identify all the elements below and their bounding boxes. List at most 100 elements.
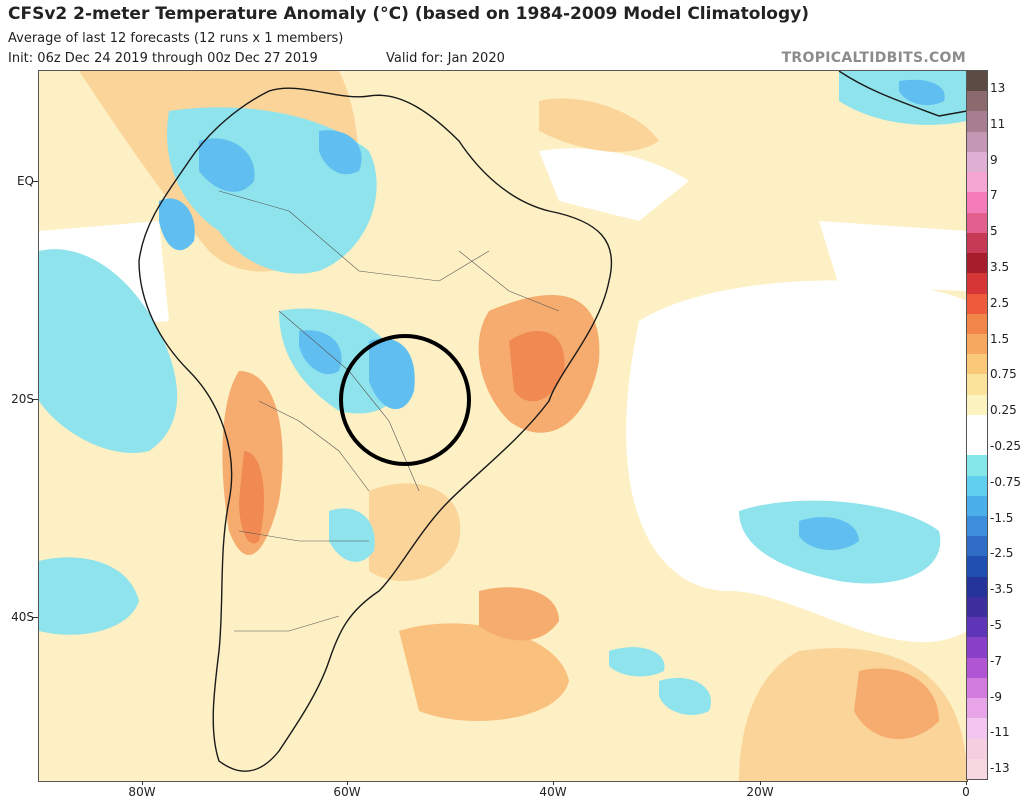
cool-core-amazon-west [199,138,255,192]
colorbar-swatch [967,435,987,456]
cool-core-amazon-east [319,130,362,175]
colorbar-label: -7 [990,653,1002,668]
warm-core-andes [239,451,264,544]
colorbar-swatch [967,354,987,375]
colorbar-swatch [967,677,987,699]
init-time-label: Init: 06z Dec 24 2019 through 00z Dec 27… [8,51,318,66]
colorbar-label: -0.25 [990,439,1022,453]
colorbar-swatch [967,273,987,294]
colorbar-swatch [967,253,987,274]
neutral-area-east [819,221,967,291]
colorbar-swatch [967,212,987,234]
colorbar-label: -1.5 [990,510,1014,525]
colorbar-swatch [967,576,987,598]
warm-spot-south-atlantic [479,587,559,641]
cool-core-bolivia [299,330,342,375]
colorbar-label: -13 [990,761,1010,776]
colorbar-swatch [967,111,987,133]
colorbar-swatch [967,455,987,477]
colorbar-swatch [967,232,987,254]
colorbar-label: 7 [990,188,998,203]
cool-core-south-atlantic [799,517,859,551]
warm-patch-south-atlantic [399,623,569,721]
colorbar-swatch [967,172,987,193]
lon-tick-60w [347,781,348,785]
colorbar-swatch [967,313,987,335]
warm-patch-south-brazil [369,483,461,581]
colorbar-label: 5 [990,224,998,239]
colorbar-swatch [967,637,987,659]
colorbar-swatch [967,556,987,578]
lat-label-40s: 40S [11,610,34,624]
colorbar-swatch [967,536,987,557]
valid-time-label: Valid for: Jan 2020 [386,51,505,66]
colorbar-swatch [967,414,987,436]
colorbar-label: -11 [990,725,1010,740]
highlight-circle [339,334,471,466]
lat-label-eq: EQ [16,174,34,188]
border-line-north [218,190,490,282]
border-line-south [238,530,369,542]
warm-spot-southeast [854,668,939,740]
map-canvas [39,71,967,781]
colorbar-swatch [967,698,987,719]
lon-label-0: 0 [962,785,970,799]
colorbar-label: -3.5 [990,582,1014,597]
border-line-central [278,310,420,492]
lon-label-80w: 80W [128,785,156,799]
warm-patch-north-atlantic [539,98,659,152]
anomaly-map[interactable] [38,70,968,782]
cool-core-west-africa [899,79,945,106]
colorbar-label: 1.5 [990,331,1010,346]
lat-tick-40s [33,617,38,618]
africa-coastline [838,71,967,117]
lon-tick-0 [966,781,967,785]
colorbar-swatch [967,495,987,517]
cool-core-peru [159,198,195,251]
colorbar-label: -0.75 [990,474,1022,489]
colorbar-swatch [967,151,987,173]
colorbar-swatch [967,758,987,780]
colorbar-swatch [967,192,987,214]
colorbar-label: 3.5 [990,260,1010,274]
colorbar [966,70,988,780]
lon-label-60w: 60W [333,785,361,799]
colorbar-swatch [967,738,987,760]
colorbar-label: 2.5 [990,295,1010,310]
border-line-patagonia [234,615,340,632]
cool-core-mato-grosso [369,338,415,410]
colorbar-swatch [967,71,987,92]
border-line-bolivia [258,400,370,492]
colorbar-swatch [967,475,987,497]
chart-subtitle: Average of last 12 forecasts (12 runs x … [8,31,344,46]
colorbar-swatch [967,596,987,618]
colorbar-swatch [967,516,987,537]
chart-title: CFSv2 2-meter Temperature Anomaly (°C) (… [8,4,809,24]
colorbar-label: 13 [990,81,1006,95]
colorbar-label: 11 [990,116,1006,131]
cool-area-pampas [329,508,375,562]
colorbar-swatch [967,91,987,112]
lon-tick-80w [142,781,143,785]
colorbar-label: -2.5 [990,546,1014,561]
colorbar-swatch [967,657,987,679]
lat-tick-20s [33,399,38,400]
warm-core-brazil [509,331,565,402]
cool-spot-south-atlantic [609,647,665,677]
cool-spot-south-atlantic-2 [659,677,711,716]
colorbar-swatch [967,293,987,315]
lon-label-40w: 40W [539,785,567,799]
colorbar-swatch [967,718,987,740]
colorbar-swatch [967,617,987,638]
colorbar-label: -5 [990,618,1002,632]
colorbar-label: 0.75 [990,367,1017,382]
colorbar-swatch [967,333,987,355]
lat-tick-eq [33,181,38,182]
cool-area-pacific-south [39,557,139,635]
neutral-area-north [539,148,689,221]
source-credit[interactable]: TROPICALTIDBITS.COM [781,50,966,66]
cool-area-pacific [39,249,178,453]
continent-outline [138,87,613,772]
lon-tick-40w [553,781,554,785]
lon-tick-20w [760,781,761,785]
